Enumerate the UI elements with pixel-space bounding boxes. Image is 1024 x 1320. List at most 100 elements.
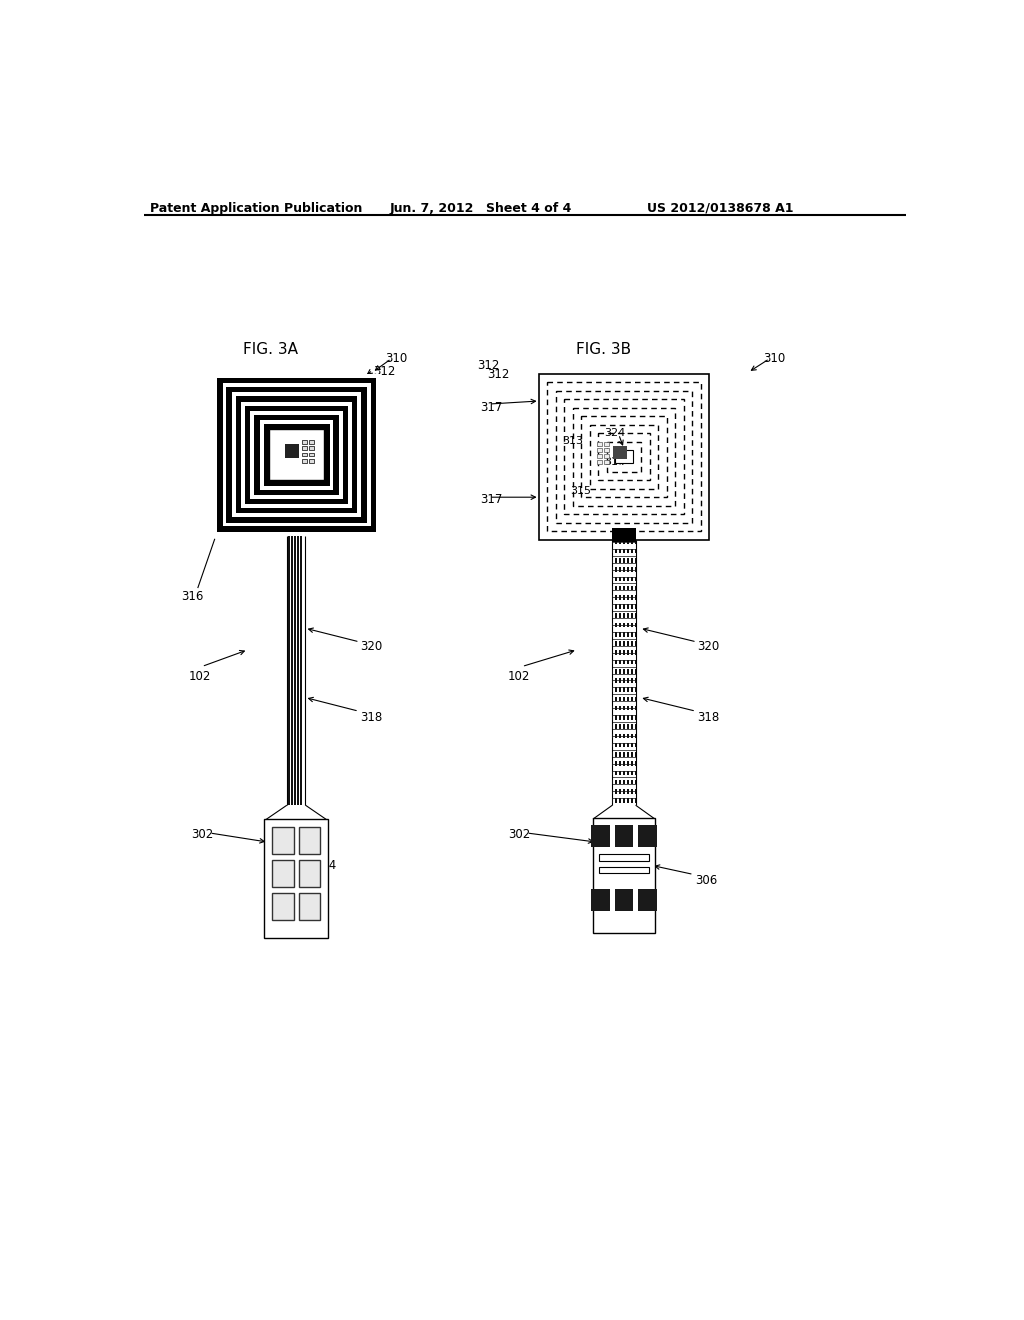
Bar <box>604 454 609 458</box>
Bar <box>631 605 633 609</box>
Bar <box>631 586 633 590</box>
Text: 304: 304 <box>314 859 336 873</box>
Bar <box>300 536 302 805</box>
Bar <box>631 706 633 710</box>
Bar <box>627 752 629 756</box>
Bar <box>302 453 307 457</box>
Bar <box>615 651 617 655</box>
Bar <box>590 425 658 488</box>
Bar <box>308 453 314 457</box>
Bar <box>615 799 617 803</box>
Bar <box>627 632 629 636</box>
Bar <box>631 762 633 766</box>
Text: 302: 302 <box>508 829 530 841</box>
Bar <box>635 715 636 719</box>
Bar <box>615 540 617 544</box>
Bar <box>635 678 636 682</box>
Bar <box>635 642 636 645</box>
Bar <box>611 586 613 590</box>
Bar <box>635 706 636 710</box>
Bar <box>631 632 633 636</box>
Bar <box>611 725 613 729</box>
Bar <box>260 420 334 490</box>
Bar <box>615 614 617 618</box>
Bar <box>624 577 625 581</box>
Bar <box>627 771 629 775</box>
Bar <box>624 771 625 775</box>
Bar <box>604 442 609 446</box>
Bar <box>635 688 636 692</box>
Bar <box>620 762 621 766</box>
Bar <box>635 752 636 756</box>
Bar <box>627 549 629 553</box>
Text: 315: 315 <box>569 486 591 495</box>
Bar <box>635 725 636 729</box>
Bar <box>597 454 602 458</box>
Bar <box>620 642 621 645</box>
Text: 312: 312 <box>487 368 510 381</box>
Text: 324: 324 <box>604 428 626 438</box>
Bar <box>286 444 299 458</box>
Bar <box>627 577 629 581</box>
Bar <box>263 424 330 486</box>
Bar <box>631 715 633 719</box>
Bar <box>308 441 314 444</box>
Bar <box>624 799 625 803</box>
Bar <box>631 688 633 692</box>
Bar <box>631 623 633 627</box>
Bar <box>635 734 636 738</box>
Bar <box>222 383 371 527</box>
Bar <box>635 595 636 599</box>
Bar <box>627 725 629 729</box>
Bar <box>288 536 290 805</box>
Bar <box>620 780 621 784</box>
Bar <box>620 669 621 673</box>
Bar <box>592 890 610 911</box>
Bar <box>611 799 613 803</box>
Text: 312: 312 <box>373 364 395 378</box>
Bar <box>635 605 636 609</box>
Text: 302: 302 <box>191 829 214 841</box>
Bar <box>631 540 633 544</box>
Bar <box>620 799 621 803</box>
Bar <box>624 780 625 784</box>
Bar <box>635 651 636 655</box>
Text: 317: 317 <box>480 494 502 507</box>
Text: 313: 313 <box>562 436 583 446</box>
Bar <box>615 771 617 775</box>
Bar <box>631 697 633 701</box>
Bar <box>547 383 700 531</box>
Bar <box>624 669 625 673</box>
Text: 102: 102 <box>508 669 530 682</box>
Bar <box>611 752 613 756</box>
Bar <box>624 642 625 645</box>
Bar <box>264 818 328 939</box>
Bar <box>615 642 617 645</box>
Text: FIG. 3A: FIG. 3A <box>243 342 298 356</box>
Bar <box>635 614 636 618</box>
Text: 317: 317 <box>480 401 502 414</box>
Bar <box>638 890 656 911</box>
Bar <box>620 752 621 756</box>
Bar <box>615 577 617 581</box>
Bar <box>627 789 629 793</box>
Bar <box>611 623 613 627</box>
Bar <box>213 374 380 536</box>
Bar <box>627 595 629 599</box>
Text: 313: 313 <box>296 432 317 442</box>
Text: 310: 310 <box>385 352 408 366</box>
Bar <box>627 651 629 655</box>
Bar <box>615 762 617 766</box>
Text: FIG. 3B: FIG. 3B <box>575 342 631 356</box>
Bar <box>627 605 629 609</box>
Bar <box>564 400 684 515</box>
Text: 310: 310 <box>764 352 785 366</box>
Bar <box>631 614 633 618</box>
Bar <box>631 743 633 747</box>
Bar <box>615 586 617 590</box>
Bar <box>624 623 625 627</box>
Bar <box>635 577 636 581</box>
Bar <box>599 867 649 873</box>
Bar <box>615 450 633 463</box>
Text: 306: 306 <box>695 874 718 887</box>
